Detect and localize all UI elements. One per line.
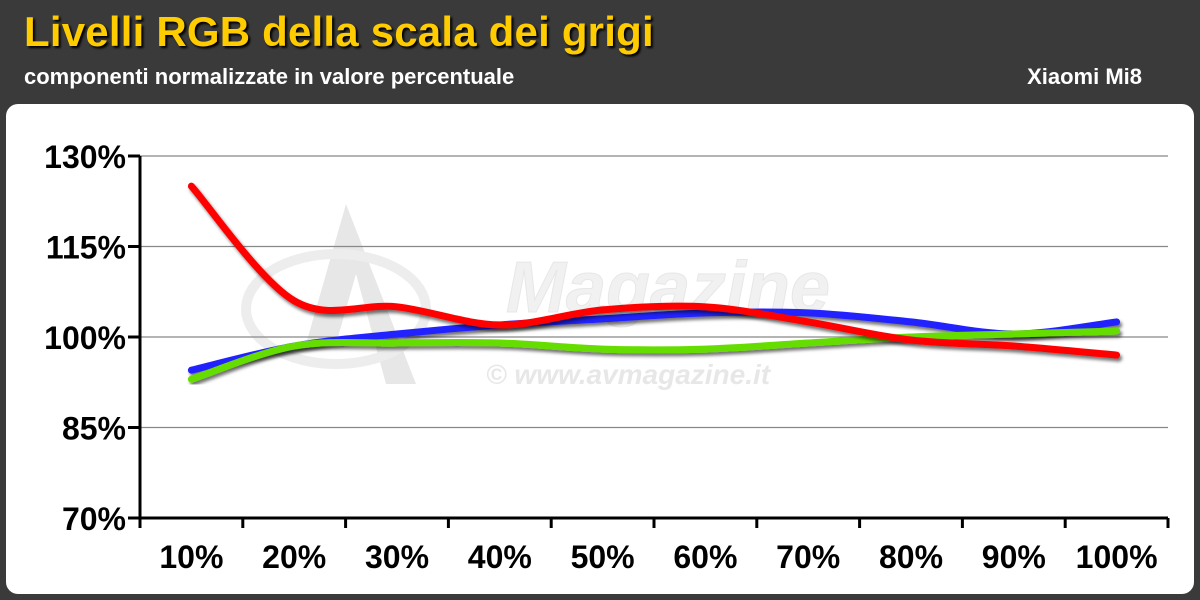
x-tick-label: 10% bbox=[159, 539, 223, 575]
y-tick-label: 115% bbox=[46, 230, 126, 266]
x-tick-label: 90% bbox=[982, 539, 1046, 575]
chart-panel: Magazine © www.avmagazine.it 130% 115% 100… bbox=[6, 104, 1194, 594]
x-tick-label: 60% bbox=[673, 539, 737, 575]
watermark-site: © www.avmagazine.it bbox=[486, 359, 772, 390]
y-tick-label: 100% bbox=[44, 320, 126, 356]
x-tick-label: 80% bbox=[879, 539, 943, 575]
chart-title: Livelli RGB della scala dei grigi bbox=[24, 8, 654, 55]
header: Livelli RGB della scala dei grigi compon… bbox=[0, 0, 1200, 100]
x-tick-label: 30% bbox=[365, 539, 429, 575]
device-label: Xiaomi Mi8 bbox=[1027, 64, 1142, 89]
y-tick-label: 130% bbox=[44, 139, 126, 175]
green-series-line bbox=[187, 327, 1121, 383]
y-axis: 130% 115% 100% 85% 70% bbox=[44, 139, 140, 537]
x-tick-label: 70% bbox=[776, 539, 840, 575]
y-tick-label: 70% bbox=[62, 501, 126, 537]
red-series-line bbox=[187, 182, 1121, 359]
x-tick-label: 20% bbox=[262, 539, 326, 575]
x-tick-label: 100% bbox=[1076, 539, 1158, 575]
series-lines bbox=[187, 182, 1121, 383]
watermark: Magazine © www.avmagazine.it bbox=[241, 204, 831, 390]
y-tick-label: 85% bbox=[62, 411, 126, 447]
x-tick-label: 50% bbox=[571, 539, 635, 575]
chart-subtitle: componenti normalizzate in valore percen… bbox=[24, 64, 515, 89]
x-axis: 10% 20% 30% 40% 50% 60% 70% 80% 90% 100% bbox=[138, 518, 1170, 575]
x-tick-label: 40% bbox=[468, 539, 532, 575]
line-chart: Magazine © www.avmagazine.it 130% 115% 100… bbox=[44, 139, 1170, 575]
